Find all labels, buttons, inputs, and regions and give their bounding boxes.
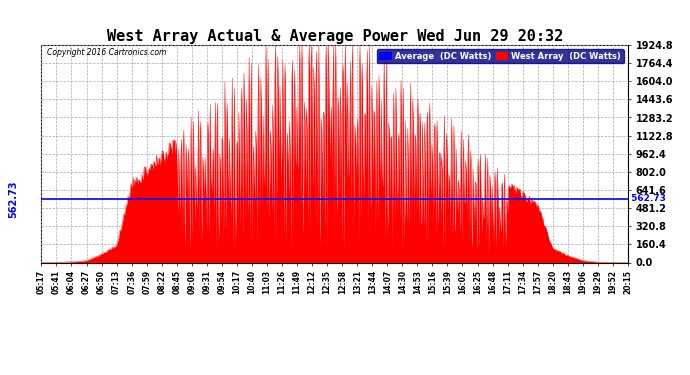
- Legend: Average  (DC Watts), West Array  (DC Watts): Average (DC Watts), West Array (DC Watts…: [377, 49, 624, 63]
- Text: 562.73: 562.73: [628, 194, 666, 203]
- Text: Copyright 2016 Cartronics.com: Copyright 2016 Cartronics.com: [47, 48, 167, 57]
- Title: West Array Actual & Average Power Wed Jun 29 20:32: West Array Actual & Average Power Wed Ju…: [106, 29, 563, 44]
- Text: 562.73: 562.73: [8, 180, 18, 218]
